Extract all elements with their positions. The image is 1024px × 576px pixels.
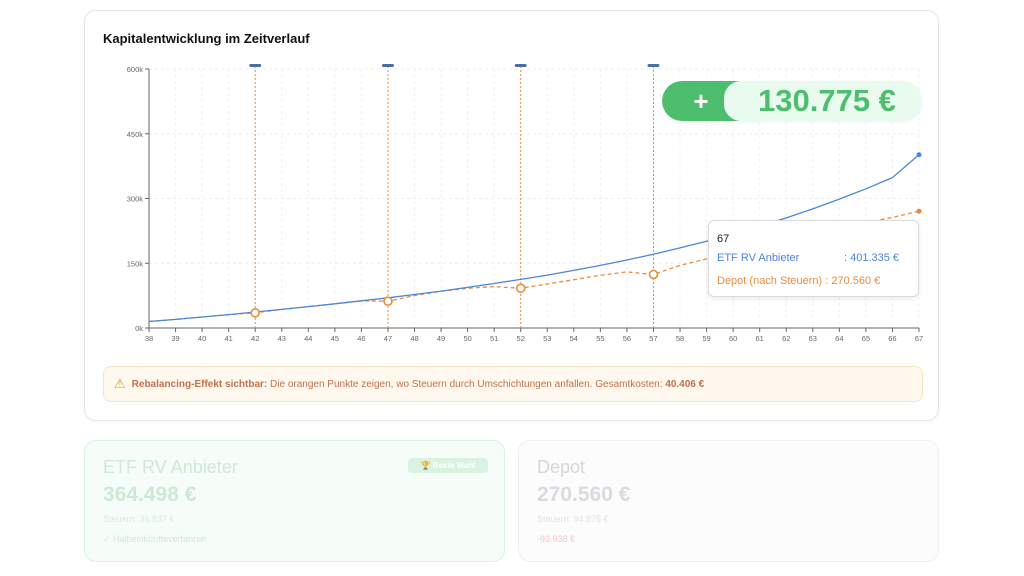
series-point-etf-end	[916, 152, 922, 158]
y-tick-label: 600k	[127, 65, 144, 74]
rebalancing-point	[515, 283, 526, 294]
x-tick-label: 39	[171, 334, 179, 343]
x-tick-label: 51	[490, 334, 498, 343]
gain-pill-cap	[724, 81, 758, 121]
chart-card: Kapitalentwicklung im Zeitverlauf 0k 150k…	[84, 10, 939, 421]
gain-pill: + 130.775 €	[662, 81, 922, 121]
x-tick-label: 65	[862, 334, 870, 343]
chart-title: Kapitalentwicklung im Zeitverlauf	[103, 31, 310, 46]
notice-total: 40.406 €	[665, 378, 705, 390]
x-tick-label: 56	[623, 334, 631, 343]
y-tick-label: 0k	[135, 324, 143, 333]
chart-tooltip: 67 ETF RV Anbieter : 401.335 € Depot (na…	[708, 220, 919, 297]
etf-card-taxes: Steuern: 36.837 €	[103, 514, 175, 524]
x-tick-label: 46	[357, 334, 365, 343]
etf-result-card[interactable]: ETF RV Anbieter 🏆 Beste Wahl 364.498 € S…	[84, 440, 505, 562]
etf-card-title: ETF RV Anbieter	[103, 457, 238, 477]
depot-result-card[interactable]: Depot 270.560 € Steuern: 94.875 € -93.93…	[518, 440, 939, 562]
rebalancing-top-marker	[514, 64, 527, 67]
x-tick-label: 38	[145, 334, 153, 343]
series-point-depot-end	[916, 208, 922, 214]
x-tick-label: 42	[251, 334, 259, 343]
notice-text: Die orangen Punkte zeigen, wo Steuern du…	[270, 378, 663, 390]
x-tick-label: 57	[649, 334, 657, 343]
series-line-etf	[148, 154, 920, 323]
x-tick-label: 50	[463, 334, 471, 343]
y-tick-label: 300k	[127, 195, 144, 204]
x-tick-label: 59	[702, 334, 710, 343]
x-tick-label: 43	[278, 334, 286, 343]
y-tick-label: 450k	[127, 130, 144, 139]
x-tick-label: 44	[304, 334, 312, 343]
x-tick-label: 54	[570, 334, 578, 343]
rebalancing-top-marker	[249, 64, 262, 67]
capital-chart[interactable]: 0k 150k 300k 450k 600k 38 39 40 41 42 43 44 45 46 47 48…	[85, 11, 940, 356]
x-tick-label: 47	[384, 334, 392, 343]
tooltip-depot-label: Depot (nach Steuern) : 270.560 €	[717, 275, 881, 287]
x-tick-label: 62	[782, 334, 790, 343]
notice-bold-label: Rebalancing-Effekt sichtbar:	[131, 378, 268, 390]
rebalancing-notice: ⚠ Rebalancing-Effekt sichtbar: Die orang…	[103, 366, 923, 402]
best-choice-badge: 🏆 Beste Wahl	[408, 458, 488, 473]
warning-icon: ⚠	[114, 376, 126, 391]
x-tick-label: 45	[331, 334, 339, 343]
x-tick-label: 60	[729, 334, 737, 343]
rebalancing-point	[648, 269, 659, 280]
etf-card-note: ✓ Halbeinkünfteverfahren	[103, 534, 207, 544]
x-tick-label: 66	[888, 334, 896, 343]
etf-card-value: 364.498 €	[103, 483, 197, 506]
x-tick-label: 58	[676, 334, 684, 343]
x-tick-label: 63	[809, 334, 817, 343]
x-tick-label: 53	[543, 334, 551, 343]
tooltip-etf-value: : 401.335 €	[844, 252, 900, 264]
depot-card-diff: -93.938 €	[537, 534, 576, 544]
x-tick-label: 55	[596, 334, 604, 343]
x-tick-label: 40	[198, 334, 206, 343]
x-tick-label: 49	[437, 334, 445, 343]
depot-card-taxes: Steuern: 94.875 €	[537, 514, 609, 524]
x-tick-label: 64	[835, 334, 843, 343]
tooltip-etf-label: ETF RV Anbieter	[717, 252, 800, 264]
depot-card-title: Depot	[537, 457, 586, 477]
tooltip-x-value: 67	[717, 233, 730, 245]
x-tick-label: 52	[517, 334, 525, 343]
x-tick-label: 41	[224, 334, 232, 343]
depot-card-value: 270.560 €	[537, 483, 631, 506]
gain-value: 130.775 €	[758, 83, 896, 118]
rebalancing-top-marker	[381, 64, 394, 67]
x-tick-label: 61	[756, 334, 764, 343]
rebalancing-point	[250, 308, 261, 318]
y-tick-label: 150k	[127, 259, 144, 268]
x-tick-label: 67	[915, 334, 923, 343]
rebalancing-top-marker	[647, 64, 660, 67]
rebalancing-point	[383, 296, 393, 307]
x-tick-label: 48	[410, 334, 418, 343]
